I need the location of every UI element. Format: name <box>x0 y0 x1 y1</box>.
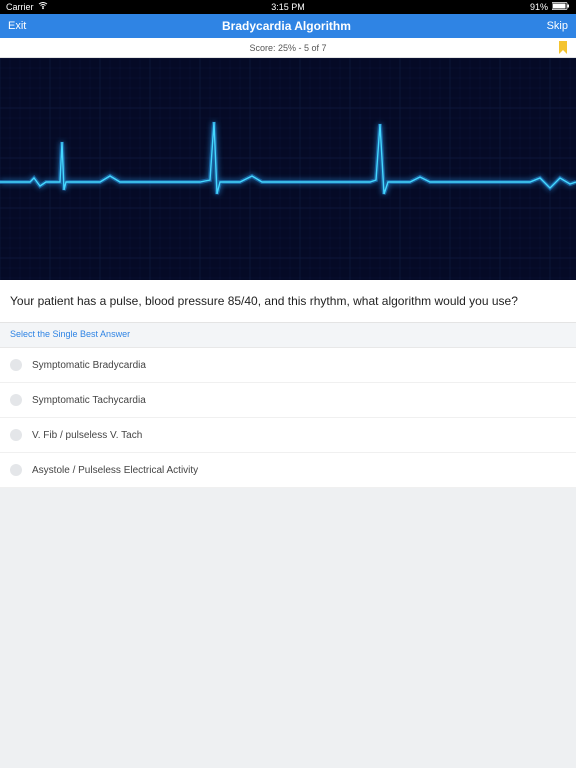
question-block: Your patient has a pulse, blood pressure… <box>0 280 576 323</box>
wifi-icon <box>38 2 48 12</box>
nav-bar: Exit Bradycardia Algorithm Skip <box>0 14 576 38</box>
status-right: 91% <box>530 2 570 12</box>
answer-option[interactable]: Symptomatic Bradycardia <box>0 348 576 383</box>
ecg-panel <box>0 58 576 280</box>
radio-icon <box>10 464 22 476</box>
radio-icon <box>10 359 22 371</box>
status-time: 3:15 PM <box>271 2 305 12</box>
score-text: Score: 25% - 5 of 7 <box>249 43 326 53</box>
instruction-bar: Select the Single Best Answer <box>0 323 576 348</box>
answer-option[interactable]: V. Fib / pulseless V. Tach <box>0 418 576 453</box>
carrier-label: Carrier <box>6 2 34 12</box>
answer-list: Symptomatic Bradycardia Symptomatic Tach… <box>0 348 576 488</box>
status-left: Carrier <box>6 2 48 12</box>
bookmark-path <box>559 41 567 54</box>
answer-option[interactable]: Symptomatic Tachycardia <box>0 383 576 418</box>
question-text: Your patient has a pulse, blood pressure… <box>10 294 518 308</box>
answer-label: V. Fib / pulseless V. Tach <box>32 430 142 441</box>
status-bar: Carrier 3:15 PM 91% <box>0 0 576 14</box>
page-title: Bradycardia Algorithm <box>222 19 351 33</box>
battery-icon <box>552 2 570 12</box>
ecg-chart <box>0 58 576 280</box>
answer-label: Symptomatic Tachycardia <box>32 395 146 406</box>
radio-icon <box>10 429 22 441</box>
score-bar: Score: 25% - 5 of 7 <box>0 38 576 58</box>
answer-option[interactable]: Asystole / Pulseless Electrical Activity <box>0 453 576 488</box>
answer-label: Asystole / Pulseless Electrical Activity <box>32 465 198 476</box>
instruction-text: Select the Single Best Answer <box>10 329 130 339</box>
radio-icon <box>10 394 22 406</box>
battery-percent: 91% <box>530 2 548 12</box>
answer-label: Symptomatic Bradycardia <box>32 360 146 371</box>
exit-button[interactable]: Exit <box>8 20 26 32</box>
skip-button[interactable]: Skip <box>547 20 568 32</box>
bookmark-icon[interactable] <box>558 41 568 56</box>
